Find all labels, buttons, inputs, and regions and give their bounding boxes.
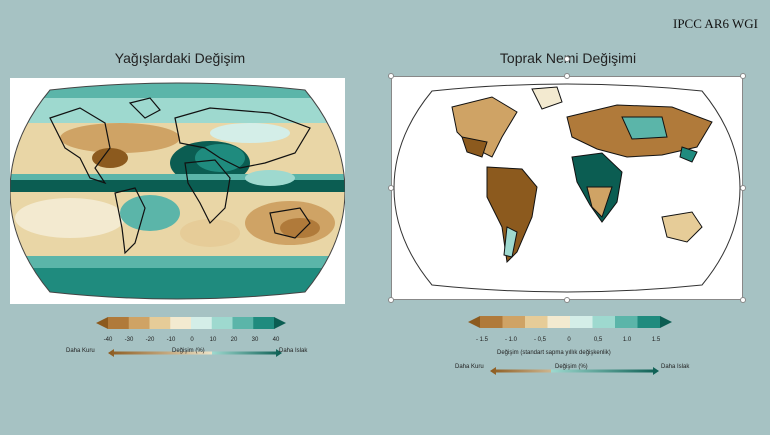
- precipitation-colorbar: [96, 316, 286, 330]
- wetter-label: Daha Islak: [279, 348, 308, 354]
- rotate-handle[interactable]: [564, 56, 570, 62]
- tick-label: - 0,5: [533, 337, 547, 343]
- selection-handle[interactable]: [564, 297, 570, 303]
- colorbar-segment: [149, 317, 171, 329]
- precipitation-title: Yağışlardaki Değişim: [114, 50, 246, 66]
- selection-handle[interactable]: [388, 185, 394, 191]
- colorbar-segment: [660, 316, 672, 328]
- colorbar-segment: [615, 316, 638, 328]
- tick-label: 0: [190, 337, 194, 343]
- selection-handle[interactable]: [740, 185, 746, 191]
- selection-handle[interactable]: [740, 73, 746, 79]
- precipitation-map: [10, 78, 345, 304]
- tick-label: 0,5: [593, 337, 603, 343]
- precipitation-colorbar-ticks: -40 -30 -20 -10 0 10 20 30 40: [96, 337, 286, 345]
- change-percent-label: Değişim (%): [172, 348, 205, 354]
- colorbar-segment: [128, 317, 150, 329]
- wetter-arrow: [212, 349, 282, 357]
- colorbar-segment: [570, 316, 593, 328]
- tick-label: - 1.5: [475, 337, 489, 343]
- colorbar-segment: [96, 317, 108, 329]
- colorbar-segment: [170, 317, 192, 329]
- colorbar-segment: [232, 317, 254, 329]
- wetter-arrow: [551, 367, 659, 375]
- drier-arrow: [108, 349, 218, 357]
- colorbar-segment: [253, 317, 275, 329]
- colorbar-segment: [191, 317, 213, 329]
- selection-handle[interactable]: [564, 73, 570, 79]
- tick-label: 30: [251, 337, 259, 343]
- colorbar-segment: [502, 316, 526, 328]
- selection-handle[interactable]: [388, 297, 394, 303]
- selection-handle[interactable]: [740, 297, 746, 303]
- soil-moisture-caption: Değişim (standart sapma yıllık değişkenl…: [497, 350, 611, 356]
- selection-handle[interactable]: [388, 73, 394, 79]
- colorbar-segment: [468, 316, 480, 328]
- tick-label: 1.5: [651, 337, 661, 343]
- tick-label: 1.0: [622, 337, 632, 343]
- colorbar-segment: [480, 316, 503, 328]
- tick-label: -30: [124, 337, 134, 343]
- change-percent-label: Değişim (%): [555, 364, 588, 370]
- drier-label: Daha Kuru: [455, 364, 484, 370]
- tick-label: - 1.0: [504, 337, 518, 343]
- tick-label: -20: [145, 337, 155, 343]
- tick-label: 0: [567, 337, 571, 343]
- wetter-label: Daha Islak: [661, 364, 690, 370]
- soil-moisture-map[interactable]: [391, 76, 743, 300]
- colorbar-segment: [108, 317, 130, 329]
- soil-moisture-colorbar-ticks: - 1.5 - 1.0 - 0,5 0 0,5 1.0 1.5: [468, 337, 672, 345]
- soil-moisture-colorbar: [468, 315, 672, 329]
- colorbar-segment: [592, 316, 616, 328]
- tick-label: 40: [272, 337, 280, 343]
- colorbar-segment: [274, 317, 286, 329]
- colorbar-segment: [211, 317, 233, 329]
- source-credit: IPCC AR6 WGI: [673, 16, 758, 31]
- colorbar-segment: [525, 316, 548, 328]
- tick-label: -40: [103, 337, 113, 343]
- colorbar-segment: [547, 316, 571, 328]
- colorbar-segment: [637, 316, 661, 328]
- tick-label: 20: [230, 337, 238, 343]
- tick-label: 10: [209, 337, 217, 343]
- drier-label: Daha Kuru: [66, 348, 95, 354]
- drier-arrow: [490, 367, 586, 375]
- tick-label: -10: [166, 337, 176, 343]
